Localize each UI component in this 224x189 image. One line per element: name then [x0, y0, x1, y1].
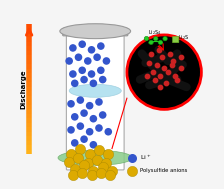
- Point: [162, 67, 166, 70]
- FancyBboxPatch shape: [172, 36, 179, 43]
- Circle shape: [158, 40, 163, 45]
- Text: Discharge: Discharge: [21, 69, 27, 109]
- Point: [67, 60, 71, 63]
- Point: [73, 115, 77, 118]
- Point: [108, 173, 112, 176]
- Point: [157, 48, 160, 51]
- Point: [86, 162, 90, 165]
- Circle shape: [149, 40, 153, 45]
- Point: [73, 167, 77, 170]
- Point: [175, 78, 179, 81]
- Point: [166, 71, 170, 74]
- Point: [80, 171, 84, 174]
- Circle shape: [163, 36, 167, 41]
- Point: [164, 82, 168, 85]
- Point: [92, 117, 95, 120]
- Point: [105, 60, 108, 63]
- Point: [92, 82, 95, 85]
- Point: [168, 52, 172, 55]
- Point: [160, 56, 164, 59]
- Ellipse shape: [60, 24, 131, 39]
- Point: [106, 130, 110, 133]
- Point: [170, 63, 173, 66]
- Point: [67, 160, 71, 163]
- Point: [82, 138, 86, 141]
- Point: [73, 141, 77, 144]
- FancyBboxPatch shape: [63, 28, 128, 36]
- Point: [179, 56, 183, 59]
- Text: $\rm Li_2S$: $\rm Li_2S$: [178, 33, 190, 42]
- FancyBboxPatch shape: [66, 34, 124, 170]
- Point: [90, 48, 93, 51]
- Point: [101, 113, 104, 116]
- Point: [110, 169, 114, 172]
- Point: [97, 100, 101, 103]
- Point: [149, 52, 153, 55]
- Point: [106, 153, 110, 156]
- Text: $\rm Li_2S_4$: $\rm Li_2S_4$: [148, 28, 162, 37]
- Point: [71, 173, 75, 176]
- Point: [95, 56, 99, 59]
- Point: [155, 63, 159, 66]
- Point: [88, 130, 91, 133]
- Point: [101, 78, 104, 81]
- Point: [88, 104, 91, 107]
- Point: [172, 60, 175, 63]
- Point: [90, 173, 93, 176]
- Point: [80, 43, 84, 46]
- Point: [71, 46, 75, 50]
- Point: [147, 61, 151, 64]
- Text: Polysulfide anions: Polysulfide anions: [140, 168, 187, 173]
- Point: [77, 156, 80, 159]
- Point: [174, 74, 177, 77]
- Circle shape: [153, 36, 158, 41]
- Point: [82, 78, 86, 81]
- Point: [69, 128, 73, 131]
- Point: [88, 153, 91, 156]
- Point: [92, 143, 95, 146]
- Point: [179, 67, 183, 70]
- Point: [80, 69, 84, 72]
- Point: [97, 126, 101, 129]
- Point: [131, 169, 134, 172]
- Point: [79, 125, 82, 128]
- Point: [97, 149, 101, 152]
- Point: [159, 86, 162, 89]
- Point: [79, 147, 82, 150]
- Point: [131, 156, 134, 159]
- Point: [95, 158, 99, 161]
- Point: [73, 82, 77, 85]
- Point: [82, 164, 86, 167]
- Point: [79, 99, 82, 102]
- Ellipse shape: [69, 84, 121, 97]
- Point: [71, 73, 75, 76]
- Point: [69, 153, 73, 156]
- Point: [105, 162, 108, 165]
- Point: [159, 74, 162, 77]
- Point: [99, 69, 103, 72]
- Circle shape: [144, 36, 149, 41]
- Circle shape: [127, 35, 201, 109]
- Point: [92, 169, 95, 172]
- Point: [153, 78, 157, 81]
- Point: [86, 60, 90, 63]
- Text: $\rm Li^+$: $\rm Li^+$: [140, 153, 151, 162]
- Point: [151, 71, 155, 74]
- Point: [99, 45, 103, 48]
- Ellipse shape: [58, 150, 132, 165]
- Point: [101, 166, 104, 169]
- Point: [99, 171, 103, 174]
- Point: [82, 112, 86, 115]
- Point: [146, 74, 149, 77]
- Point: [69, 102, 73, 105]
- Point: [77, 56, 80, 59]
- Point: [90, 73, 93, 76]
